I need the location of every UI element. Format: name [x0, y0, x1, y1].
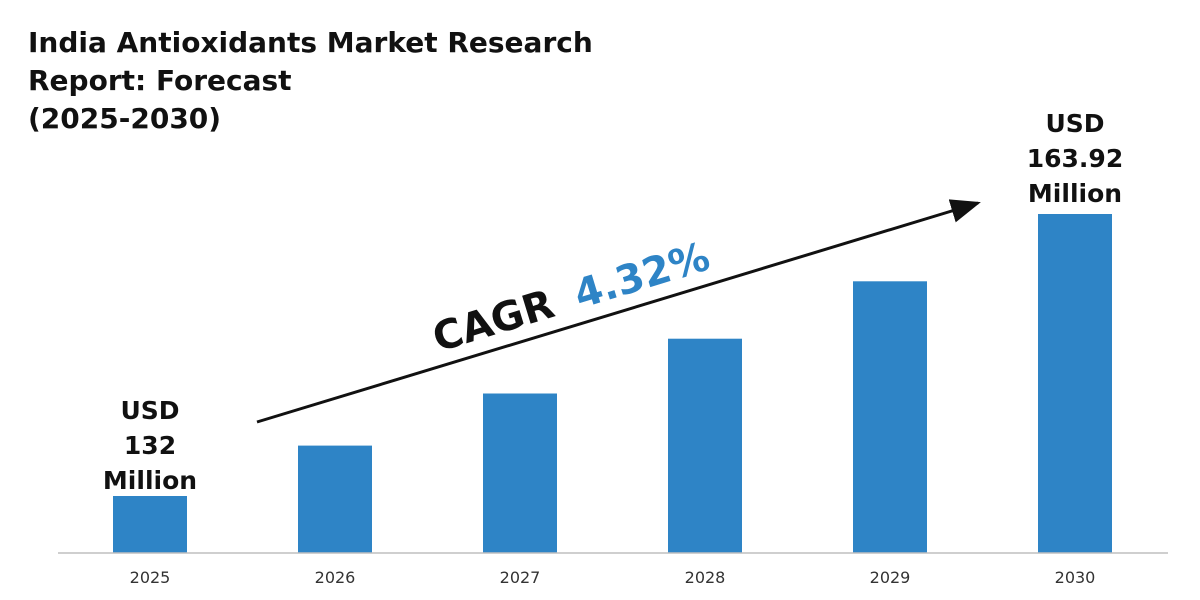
first-value-line-1: USD: [120, 396, 179, 425]
x-tick-2028: 2028: [685, 568, 726, 587]
bar-2025: [113, 496, 187, 553]
last-value-line-2: 163.92: [1027, 144, 1123, 173]
bars-layer: [113, 214, 1112, 553]
growth-arrow: [256, 199, 981, 424]
title-line-2: Report: Forecast: [28, 64, 292, 97]
first-value-label: USD 132 Million: [103, 396, 197, 495]
x-tick-labels: 2025 2026 2027 2028 2029 2030: [130, 568, 1096, 587]
title-line-1: India Antioxidants Market Research: [28, 26, 593, 59]
first-value-line-3: Million: [103, 466, 197, 495]
x-tick-2027: 2027: [500, 568, 541, 587]
last-value-line-3: Million: [1028, 179, 1122, 208]
first-value-line-2: 132: [124, 431, 176, 460]
last-value-label: USD 163.92 Million: [1027, 109, 1123, 208]
bar-2026: [298, 445, 372, 553]
x-tick-2030: 2030: [1055, 568, 1096, 587]
chart-title: India Antioxidants Market Research Repor…: [28, 26, 593, 135]
last-value-line-1: USD: [1045, 109, 1104, 138]
x-tick-2029: 2029: [870, 568, 911, 587]
bar-2028: [668, 338, 742, 553]
bar-2029: [853, 281, 927, 553]
bar-2027: [483, 393, 557, 553]
title-line-3: (2025-2030): [28, 102, 221, 135]
x-tick-2026: 2026: [315, 568, 356, 587]
bar-2030: [1038, 214, 1112, 553]
x-tick-2025: 2025: [130, 568, 171, 587]
